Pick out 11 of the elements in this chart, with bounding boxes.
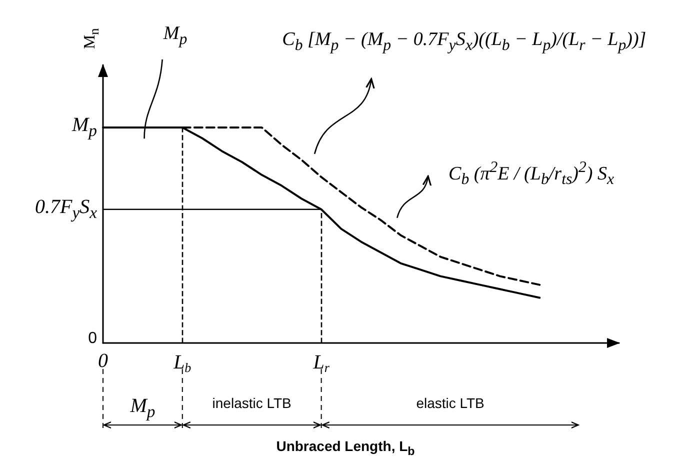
text: M$_{p}$	[130, 395, 156, 421]
text: 0	[88, 330, 97, 348]
text: C$_{b}$ [M$_{p}$ − (M$_{p}$ − 0.7F$_{y}$S$_{x}$)((L$_{b}$ − L$_{p}$)/(L$_{r}$ − L$_{p}$))]	[282, 28, 646, 54]
x-tick-label: 0	[98, 350, 108, 372]
text: elastic LTB	[415, 395, 486, 411]
text: M$_{p}$	[163, 23, 188, 48]
text: inelastic LTB	[212, 395, 292, 411]
x-axis-title: Unbraced Length, L$_{b}$	[275, 438, 416, 458]
text: C$_{b}$ (π$^{2}$E / (L$_{b}$/r$_{ts}$)$^{2}$) S$_{x}$	[448, 159, 614, 189]
text: M$_{p}$	[72, 114, 97, 142]
text: 0.7F$_{y}$S$_{x}$	[34, 196, 97, 224]
